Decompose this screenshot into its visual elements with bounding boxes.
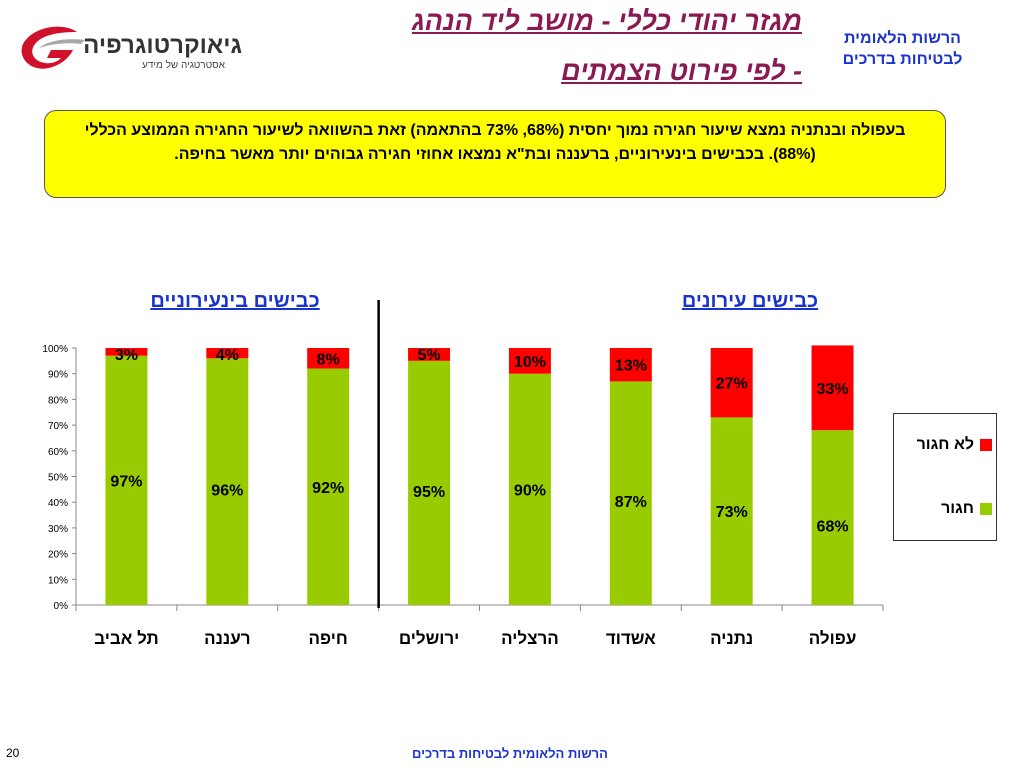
brand-name: גיאוקרטוגרפיה bbox=[83, 32, 242, 59]
page-subtitle: - לפי פירוט הצמתים bbox=[561, 56, 802, 86]
page-number: 20 bbox=[6, 746, 20, 760]
x-category-label: עפולה bbox=[809, 629, 857, 648]
bar-belted bbox=[408, 360, 451, 605]
stacked-bar-chart: 0% 10% 20% 30% 40% 50% 60% 70% 80% 90% 100% 97% 3% תל… bbox=[42, 300, 884, 648]
data-label-belted: 92% bbox=[312, 480, 344, 497]
y-tick-label: 0% bbox=[54, 601, 69, 612]
legend-label: חגור bbox=[941, 500, 974, 517]
logo bbox=[21, 26, 85, 69]
data-label-belted: 95% bbox=[413, 484, 445, 501]
summary-text: בעפולה ובנתניה נמצא שיעור חגירה נמוך יחס… bbox=[84, 122, 906, 163]
bar-not-belted bbox=[508, 348, 551, 374]
x-category-label: הרצליה bbox=[501, 629, 559, 648]
logo-swoosh-icon bbox=[21, 26, 77, 69]
y-tick-label: 60% bbox=[48, 447, 68, 458]
brand-tagline: אסטרטגיה של מידע bbox=[142, 60, 225, 71]
y-tick-label: 80% bbox=[48, 395, 68, 406]
legend-swatch-green bbox=[980, 503, 992, 515]
chart-legend: לא חגור חגור bbox=[893, 413, 997, 541]
y-tick-label: 100% bbox=[42, 344, 68, 355]
y-tick-label: 40% bbox=[48, 498, 68, 509]
data-label-not-belted: 33% bbox=[817, 381, 849, 398]
data-label-not-belted: 4% bbox=[216, 347, 239, 364]
y-tick-label: 30% bbox=[48, 524, 68, 535]
y-tick-label: 20% bbox=[48, 550, 68, 561]
data-label-not-belted: 27% bbox=[716, 376, 748, 393]
data-label-belted: 87% bbox=[615, 494, 647, 511]
data-label-belted: 96% bbox=[211, 483, 243, 500]
x-category-label: חיפה bbox=[309, 629, 348, 648]
bar-belted bbox=[811, 430, 854, 605]
data-label-not-belted: 5% bbox=[418, 347, 441, 364]
y-tick-label: 10% bbox=[48, 575, 68, 586]
y-tick-label: 70% bbox=[48, 421, 68, 432]
x-category-label: נתניה bbox=[710, 629, 753, 648]
bar-not-belted bbox=[206, 348, 249, 359]
bar-belted bbox=[508, 373, 551, 605]
bar-belted bbox=[105, 355, 148, 605]
legend-label: לא חגור bbox=[916, 436, 974, 453]
data-label-not-belted: 8% bbox=[317, 351, 340, 368]
data-label-belted: 97% bbox=[110, 473, 142, 490]
data-label-belted: 68% bbox=[817, 519, 849, 536]
y-tick-label: 50% bbox=[48, 473, 68, 484]
x-category-label: אשדוד bbox=[606, 629, 656, 648]
y-tick-label: 90% bbox=[48, 370, 68, 381]
bar-not-belted bbox=[811, 345, 854, 431]
footer-org: הרשות הלאומית לבטיחות בדרכים bbox=[412, 746, 608, 761]
group-label-urban: כבישים עירונים bbox=[681, 290, 819, 312]
group-label-interurban: כבישים בינעירוניים bbox=[150, 290, 320, 312]
data-label-belted: 73% bbox=[716, 504, 748, 521]
data-label-not-belted: 13% bbox=[615, 358, 647, 375]
data-label-not-belted: 10% bbox=[514, 354, 546, 371]
legend-item-not-belted: לא חגור bbox=[902, 436, 992, 454]
x-category-label: רעננה bbox=[204, 629, 250, 648]
x-category-label: ירושלים bbox=[399, 629, 460, 648]
bar-not-belted bbox=[710, 348, 753, 418]
data-label-belted: 90% bbox=[514, 482, 546, 499]
legend-swatch-red bbox=[980, 439, 992, 451]
page-title: מגזר יהודי כללי - מושב ליד הנהג bbox=[411, 6, 802, 36]
data-label-not-belted: 3% bbox=[115, 347, 138, 364]
x-category-label: תל אביב bbox=[94, 629, 158, 648]
bar-not-belted bbox=[105, 348, 148, 356]
bar-belted bbox=[609, 381, 652, 605]
bar-not-belted bbox=[307, 348, 350, 369]
summary-box: בעפולה ובנתניה נמצא שיעור חגירה נמוך יחס… bbox=[44, 110, 946, 198]
bar-belted bbox=[206, 358, 249, 605]
org-name-line2: לבטיחות בדרכים bbox=[842, 51, 963, 68]
legend-item-belted: חגור bbox=[902, 500, 992, 518]
bar-not-belted bbox=[408, 348, 451, 361]
bar-not-belted bbox=[609, 348, 652, 382]
bar-belted bbox=[307, 368, 350, 605]
bar-belted bbox=[710, 417, 753, 605]
org-name-line1: הרשות הלאומית bbox=[844, 30, 961, 47]
